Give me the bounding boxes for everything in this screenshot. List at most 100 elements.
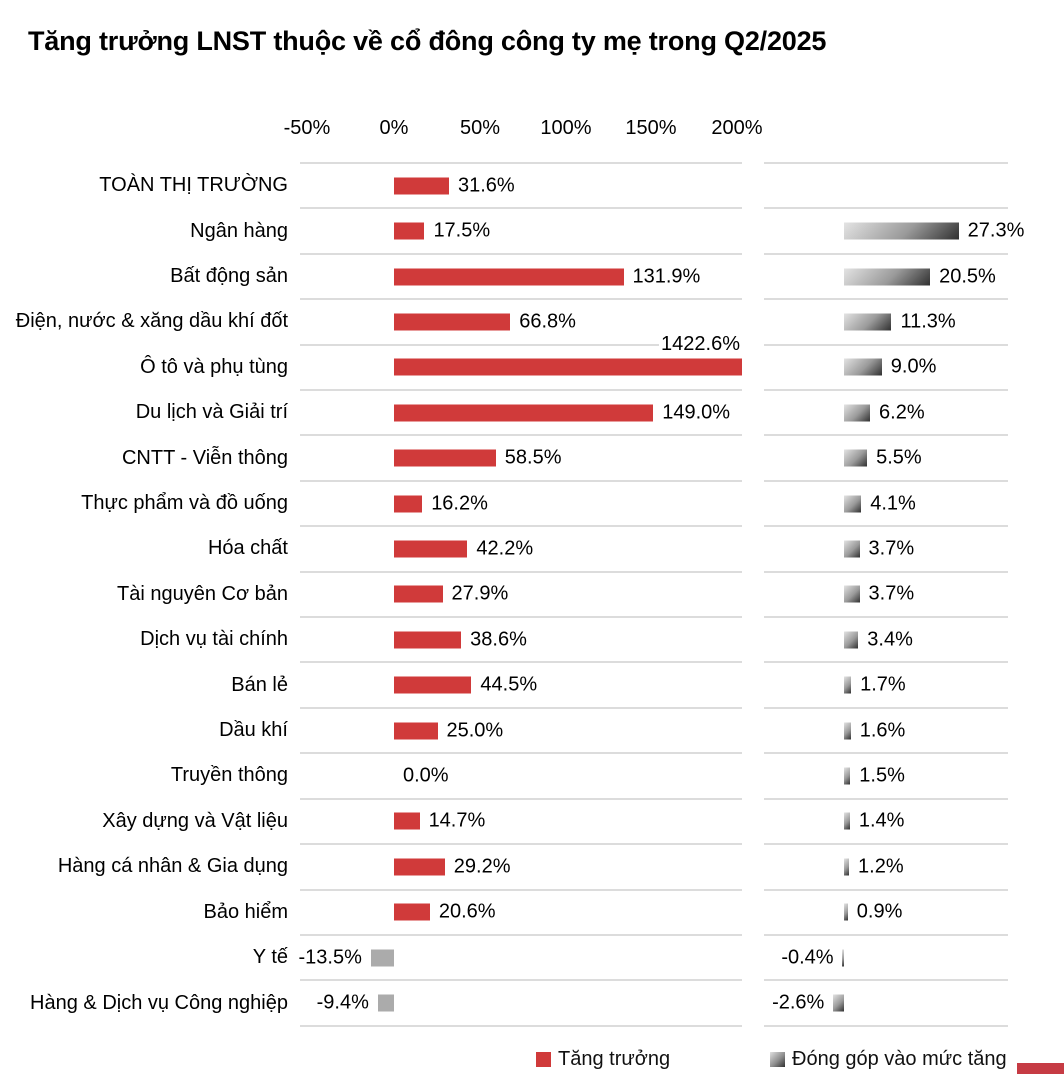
growth-bar [394,585,443,603]
growth-value-label: 44.5% [480,673,538,696]
growth-bar [394,404,654,422]
category-label: Dịch vụ tài chính [140,628,288,651]
growth-row: 58.5% [300,434,742,479]
contribution-bar [844,540,860,558]
contribution-value-label: 6.2% [879,401,925,424]
contribution-row: 1.2% [764,843,1008,888]
growth-row: 20.6% [300,888,742,934]
growth-value-label: 27.9% [451,582,509,605]
growth-bar [394,358,742,376]
contribution-row: 1.4% [764,797,1008,843]
contribution-bar [844,222,959,240]
growth-row: -9.4% [300,979,742,1024]
contribution-row: 9.0% [764,343,1008,389]
category-label: Hàng cá nhân & Gia dụng [57,855,288,878]
contribution-row: 0.9% [764,888,1008,934]
growth-row: 31.6% [300,162,742,207]
category-label: Du lịch và Giải trí [135,401,288,424]
growth-bar [370,949,394,967]
growth-value-label: 149.0% [662,401,731,424]
category-label: Hóa chất [207,537,288,560]
category-label: TOÀN THỊ TRƯỜNG [99,174,288,197]
contribution-value-label: 4.1% [870,492,916,515]
growth-bar [394,812,420,830]
contribution-bar [844,313,892,331]
contribution-row: 11.3% [764,298,1008,343]
chart-title: Tăng trưởng LNST thuộc về cổ đông công t… [28,26,827,56]
category-label: Hàng & Dịch vụ Công nghiệp [30,991,288,1014]
contribution-row: 3.4% [764,616,1008,661]
contribution-value-label: 1.5% [859,764,905,787]
growth-row: 44.5% [300,661,742,706]
growth-value-label: 0.0% [403,764,449,787]
contribution-bar [833,994,844,1012]
contribution-value-label: 1.4% [858,809,905,832]
contribution-row: 6.2% [764,389,1008,434]
contribution-bar [842,949,844,967]
growth-row: 17.5% [300,207,742,252]
contribution-row: 3.7% [764,525,1008,570]
category-label: Điện, nước & xăng dầu khí đốt [15,310,288,333]
contribution-bar [844,722,851,740]
growth-value-label: 14.7% [428,809,486,832]
x-axis-tick: 50% [459,117,501,139]
growth-value-label: 17.5% [433,219,491,242]
contribution-row: 4.1% [764,479,1008,525]
growth-bar [394,676,472,694]
contribution-bar [844,358,882,376]
x-axis-tick: 0% [379,117,409,139]
contribution-row: 1.5% [764,752,1008,797]
growth-legend-label: Tăng trưởng [558,1048,671,1070]
contribution-bar [844,812,850,830]
contribution-row: 20.5% [764,252,1008,298]
footer-accent-bar [1017,1063,1064,1074]
growth-bar [394,222,425,240]
category-label: Bảo hiểm [203,900,289,923]
contribution-bar [844,858,850,876]
contribution-value-label: 1.7% [860,673,906,696]
contribution-value-label: 11.3% [900,310,956,333]
contribution-value-label: -0.4% [781,946,834,969]
contribution-bar [844,631,859,649]
growth-panel: 31.6% 17.5% 131.9% 66.8% 1422.6% 149.0% … [299,162,742,1027]
contribution-row: 3.7% [764,570,1008,616]
category-label: Ngân hàng [190,219,288,242]
contribution-value-label: 1.2% [858,855,904,878]
growth-row: 29.2% [300,843,742,888]
contribution-bar [844,449,868,467]
contribution-value-label: 5.5% [876,446,922,469]
growth-row: 66.8% [300,298,742,343]
contribution-value-label: 0.9% [856,900,903,923]
growth-value-label: 66.8% [519,310,576,333]
growth-bar [394,722,438,740]
category-label: Ô tô và phụ tùng [140,355,288,378]
legend-item-contribution: Đóng góp vào mức tăng [770,1048,1007,1071]
growth-row: 27.9% [300,570,742,616]
growth-bar [394,177,449,195]
contribution-row: -0.4% [764,933,1008,979]
contribution-legend-swatch [770,1052,785,1067]
contribution-value-label: 27.3% [967,219,1025,242]
growth-value-label: 131.9% [632,265,701,288]
growth-value-label: 20.6% [438,900,496,923]
x-axis: -50% 0% 50% 100% 150% 200% [0,117,1064,143]
category-label: Bán lẻ [231,673,288,696]
contribution-bar [844,404,871,422]
contribution-value-label: 3.7% [868,582,915,605]
growth-value-label: 58.5% [504,446,562,469]
contribution-bar [844,676,852,694]
growth-row: 16.2% [300,479,742,525]
category-labels: TOÀN THỊ TRƯỜNG Ngân hàng Bất động sản Đ… [0,162,288,1025]
contribution-bar [844,903,848,921]
growth-legend-swatch [536,1052,551,1067]
category-label: Bất động sản [170,265,288,288]
contribution-row: 5.5% [764,434,1008,479]
growth-value-label: 1422.6% [659,332,742,356]
growth-row: 14.7% [300,797,742,843]
contribution-value-label: 3.4% [867,628,913,651]
growth-bar [394,449,496,467]
x-axis-tick: 200% [711,117,763,139]
growth-value-label: 16.2% [431,492,488,515]
contribution-legend-label: Đóng góp vào mức tăng [792,1048,1007,1070]
contribution-row: 27.3% [764,207,1024,252]
